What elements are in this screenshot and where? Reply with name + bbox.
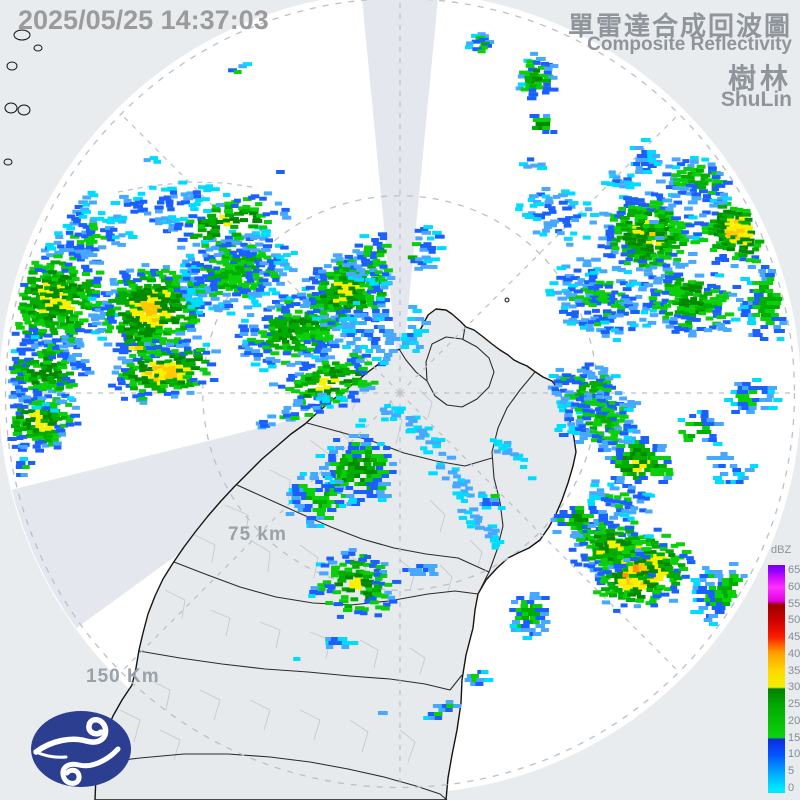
timestamp: 2025/05/25 14:37:03 <box>18 5 269 35</box>
colorbar-tick: 65 <box>788 564 800 576</box>
radar-echo-layer <box>7 32 788 720</box>
central-weather-administration-logo <box>31 711 131 787</box>
colorbar-tick: 35 <box>788 664 800 677</box>
offshore-islands <box>3 29 510 303</box>
colorbar-tick: 45 <box>788 631 800 644</box>
sea-boundary-dashed <box>117 181 253 193</box>
dbz-colorbar <box>768 565 785 793</box>
colorbar-unit-label: dBZ <box>771 544 792 556</box>
product-title-en: Composite Reflectivity <box>587 34 792 55</box>
range-ring-label-150km: 150 Km <box>86 666 160 687</box>
colorbar-tick: 15 <box>788 731 800 744</box>
colorbar-tick: 10 <box>788 748 800 761</box>
taiwan-landmass <box>3 29 577 800</box>
colorbar-tick: 55 <box>788 597 800 610</box>
product-title-zh: 單雷達合成回波圖 <box>567 11 792 41</box>
taiwan-coastline <box>94 308 577 800</box>
colorbar-tick: 25 <box>788 698 800 711</box>
colorbar-tick: 30 <box>788 681 800 694</box>
range-ring-label-75km: 75 km <box>228 524 287 545</box>
station-name-zh: 樹林 <box>727 63 792 94</box>
colorbar-tick: 60 <box>788 580 800 593</box>
colorbar-tick: 40 <box>788 647 800 660</box>
colorbar-tick: 5 <box>788 765 795 778</box>
station-name-en: ShuLin <box>720 88 792 111</box>
colorbar-tick: 50 <box>788 614 800 627</box>
colorbar-tick: 0 <box>788 782 795 794</box>
logo-swirl-icon <box>33 717 121 786</box>
colorbar-tick: 20 <box>788 714 800 727</box>
